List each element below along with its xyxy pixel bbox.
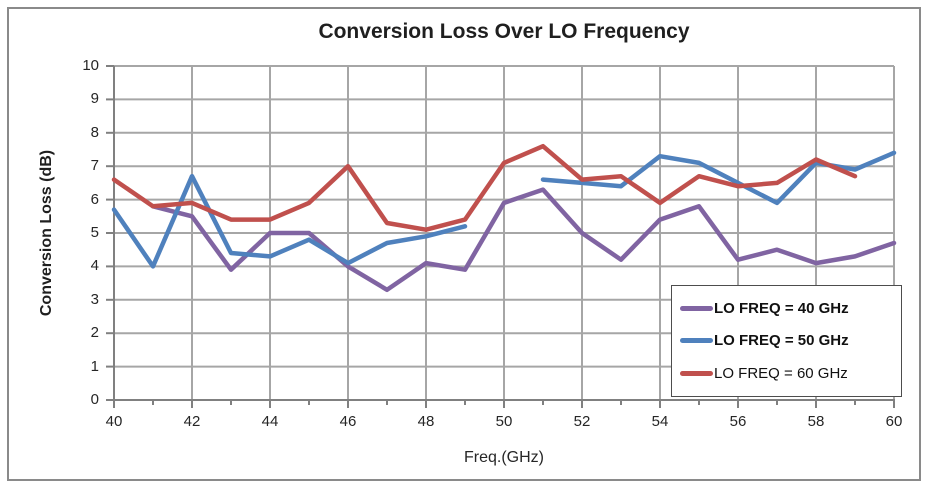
legend-swatch-purple — [680, 305, 713, 311]
legend-label: LO FREQ = 60 GHz — [714, 365, 848, 383]
legend-item-lo-60: LO FREQ = 60 GHz — [680, 365, 897, 382]
legend-swatch-red — [680, 371, 713, 377]
y-tick-label: 10 — [82, 57, 99, 74]
y-tick-label: 7 — [90, 157, 99, 175]
x-tick-label: 50 — [495, 413, 513, 430]
y-tick-label: 2 — [90, 324, 99, 342]
y-axis-title: Conversion Loss (dB) — [38, 149, 55, 317]
x-tick-label: 54 — [651, 413, 669, 430]
legend-swatch-blue — [680, 338, 713, 344]
y-tick-label: 8 — [90, 123, 99, 141]
legend-label: LO FREQ = 40 GHz — [714, 299, 849, 317]
chart-title: Conversion Loss Over LO Frequency — [318, 20, 690, 43]
y-tick-label: 1 — [90, 357, 99, 375]
y-tick-label: 6 — [90, 190, 99, 208]
y-tick-label: 3 — [90, 290, 99, 308]
y-tick-label: 9 — [90, 90, 99, 108]
x-tick-label: 46 — [339, 413, 357, 430]
x-tick-label: 40 — [105, 413, 123, 430]
legend-item-lo-50: LO FREQ = 50 GHz — [680, 332, 897, 349]
x-axis-title: Freq.(GHz) — [464, 449, 544, 466]
x-tick-label: 58 — [807, 413, 825, 430]
series-line-2 — [111, 143, 858, 232]
x-tick-label: 56 — [729, 413, 747, 430]
series-line-0 — [150, 187, 897, 293]
x-tick-label: 48 — [417, 413, 435, 430]
y-tick-label: 4 — [90, 257, 99, 275]
x-tick-label: 52 — [573, 413, 591, 430]
y-tick-label: 5 — [90, 224, 99, 241]
legend: LO FREQ = 40 GHz LO FREQ = 50 GHz LO FRE… — [671, 285, 902, 397]
x-tick-label: 44 — [261, 413, 279, 430]
plot-area — [106, 65, 897, 408]
chart-frame: Conversion Loss Over LO Frequency 0 1 2 3 4 5… — [7, 7, 921, 481]
x-tick-label: 60 — [885, 413, 903, 430]
y-tick-label: 0 — [90, 391, 99, 408]
legend-label: LO FREQ = 50 GHz — [714, 332, 849, 350]
legend-item-lo-40: LO FREQ = 40 GHz — [680, 300, 897, 317]
x-tick-label: 42 — [183, 413, 201, 430]
